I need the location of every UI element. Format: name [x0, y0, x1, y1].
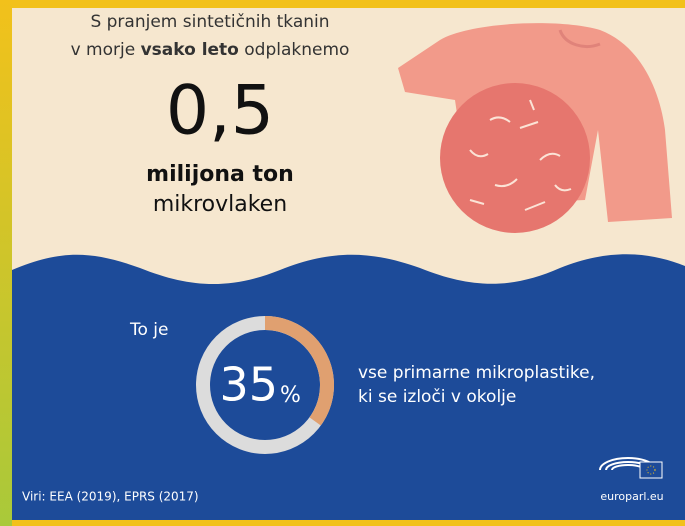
- text: v morje: [71, 40, 141, 60]
- unit: milijona ton: [146, 162, 294, 187]
- text-bold: vsako leto: [141, 40, 239, 60]
- infographic: S pranjem sintetičnih tkanin v morje vsa…: [0, 0, 685, 526]
- amount: 0,5: [166, 72, 274, 151]
- share-text: vse primarne mikroplastike,: [358, 363, 595, 383]
- sources: Viri: EEA (2019), EPRS (2017): [22, 490, 199, 504]
- percent-value: 35: [219, 358, 278, 412]
- sea: [12, 254, 685, 520]
- text: odplaknemo: [239, 40, 350, 60]
- material: mikrovlaken: [153, 192, 287, 217]
- frame-side: [0, 0, 12, 526]
- site: europarl.eu: [600, 490, 663, 503]
- percent-unit: %: [280, 383, 301, 408]
- intro: To je: [129, 320, 168, 340]
- header-line: S pranjem sintetičnih tkanin: [90, 12, 329, 32]
- header-line: v morje vsako leto odplaknemo: [71, 40, 350, 60]
- share-text: ki se izloči v okolje: [358, 387, 516, 407]
